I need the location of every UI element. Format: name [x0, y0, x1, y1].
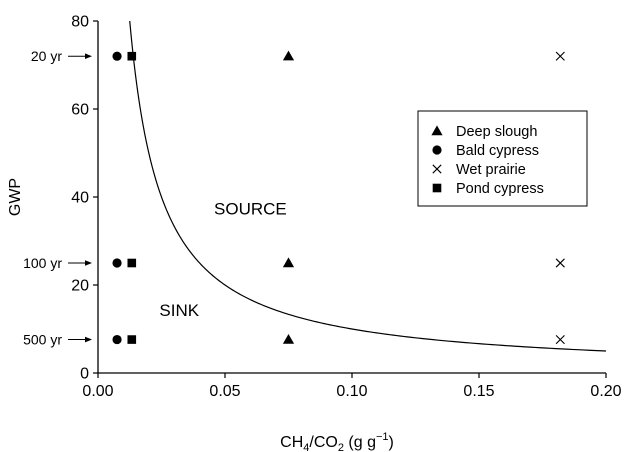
x-tick-label: 0.20 [590, 383, 621, 400]
data-point-pond-cypress [127, 51, 137, 61]
horizon-marker: 100 yr [23, 255, 92, 271]
x-tick-label: 0.05 [209, 383, 240, 400]
y-tick-label: 60 [71, 102, 89, 119]
ticks: 0.00 0.05 0.10 0.15 0.20 0 20 40 60 80 [71, 14, 621, 401]
legend-marker-bald-cypress [432, 145, 442, 155]
data-point-wet-prairie [555, 258, 565, 268]
data-point-deep-slough [282, 257, 295, 268]
data-point-pond-cypress [127, 258, 137, 268]
legend-marker-pond-cypress [432, 183, 442, 193]
threshold-curve-group [129, 20, 607, 352]
horizon-marker-label: 20 yr [31, 48, 62, 64]
data-points [112, 50, 565, 345]
horizon-marker-arrow-head [85, 336, 92, 343]
y-tick-label: 40 [71, 190, 89, 207]
x-axis-label-sub2: 2 [338, 442, 344, 452]
x-axis-label-sub1: 4 [303, 442, 309, 452]
x-axis-label: CH4/CO2 (g g−1) [280, 431, 394, 452]
data-point-bald-cypress [112, 334, 122, 345]
x-tick-label: 0.10 [336, 383, 367, 400]
y-tick-label: 80 [71, 14, 89, 31]
data-point-deep-slough [282, 333, 295, 344]
data-point-wet-prairie [555, 334, 565, 345]
horizon-marker-label: 500 yr [23, 332, 62, 348]
horizon-marker-arrow-head [85, 260, 92, 266]
legend-marker-deep-slough [431, 125, 443, 136]
data-point-bald-cypress [112, 258, 122, 268]
y-tick-label: 0 [80, 366, 89, 383]
horizon-marker: 500 yr [23, 332, 92, 348]
data-point-pond-cypress [127, 335, 137, 344]
x-axis-label-unit-open: (g g [344, 434, 376, 451]
region-labels: SOURCE SINK [159, 200, 286, 320]
data-point-bald-cypress [112, 51, 122, 61]
region-label-sink: SINK [159, 301, 199, 320]
legend-label-deep-slough: Deep slough [456, 124, 537, 140]
x-axis-label-sup: −1 [376, 431, 389, 443]
data-point-wet-prairie [555, 51, 565, 61]
horizon-marker-label: 100 yr [23, 255, 62, 271]
x-tick-label: 0.00 [82, 383, 113, 400]
x-axis-label-unit-close: ) [389, 434, 394, 451]
legend-label-wet-prairie: Wet prairie [456, 162, 526, 178]
legend-label-bald-cypress: Bald cypress [456, 143, 539, 159]
legend: Deep slough Bald cypress Wet prairie Pond c… [417, 110, 588, 207]
legend-label-pond-cypress: Pond cypress [456, 181, 544, 197]
horizon-marker-arrow-head [85, 53, 92, 59]
x-axis-label-mid: /CO [309, 434, 337, 451]
x-tick-label: 0.15 [463, 383, 494, 400]
region-label-source: SOURCE [214, 200, 287, 219]
legend-marker-wet-prairie [432, 164, 442, 174]
threshold-curve [129, 20, 607, 352]
x-axis-label-base: CH [280, 434, 303, 451]
y-axis-label: GWP [7, 178, 24, 216]
data-point-deep-slough [282, 50, 295, 61]
horizon-markers: 20 yr 100 yr 500 yr [23, 48, 92, 348]
y-tick-label: 20 [71, 278, 89, 295]
horizon-marker: 20 yr [31, 48, 92, 64]
legend-box [417, 110, 588, 207]
